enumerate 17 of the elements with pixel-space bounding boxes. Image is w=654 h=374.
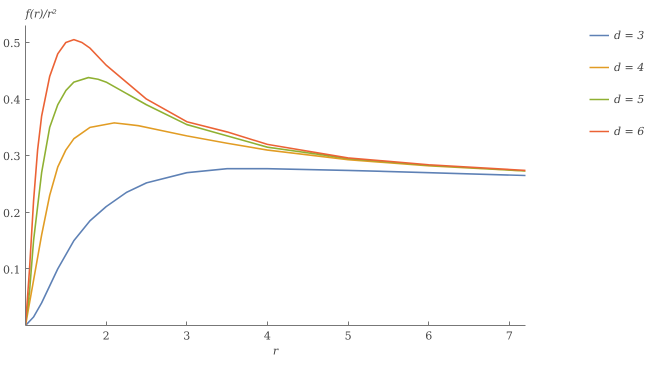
x-tick-label: 7 xyxy=(506,330,513,342)
x-tick-label: 6 xyxy=(425,330,432,342)
y-tick-label: 0.4 xyxy=(3,94,21,107)
x-tick-label: 3 xyxy=(183,330,190,342)
legend-label: d = 3 xyxy=(614,28,646,42)
y-tick-label: 0.1 xyxy=(3,263,21,276)
legend-label: d = 5 xyxy=(614,92,646,106)
x-tick-label: 4 xyxy=(264,330,271,342)
x-tick-label: 2 xyxy=(102,330,110,342)
y-axis-title: f(r)/r² xyxy=(24,8,57,20)
y-tick-label: 0.3 xyxy=(3,150,21,164)
y-tick-label: 0.5 xyxy=(3,36,21,50)
legend-label: d = 4 xyxy=(614,60,646,74)
legend-label: d = 6 xyxy=(614,124,646,138)
x-tick-label: 5 xyxy=(344,330,352,342)
x-axis-title: r xyxy=(272,344,279,358)
y-tick-label: 0.2 xyxy=(3,206,21,220)
